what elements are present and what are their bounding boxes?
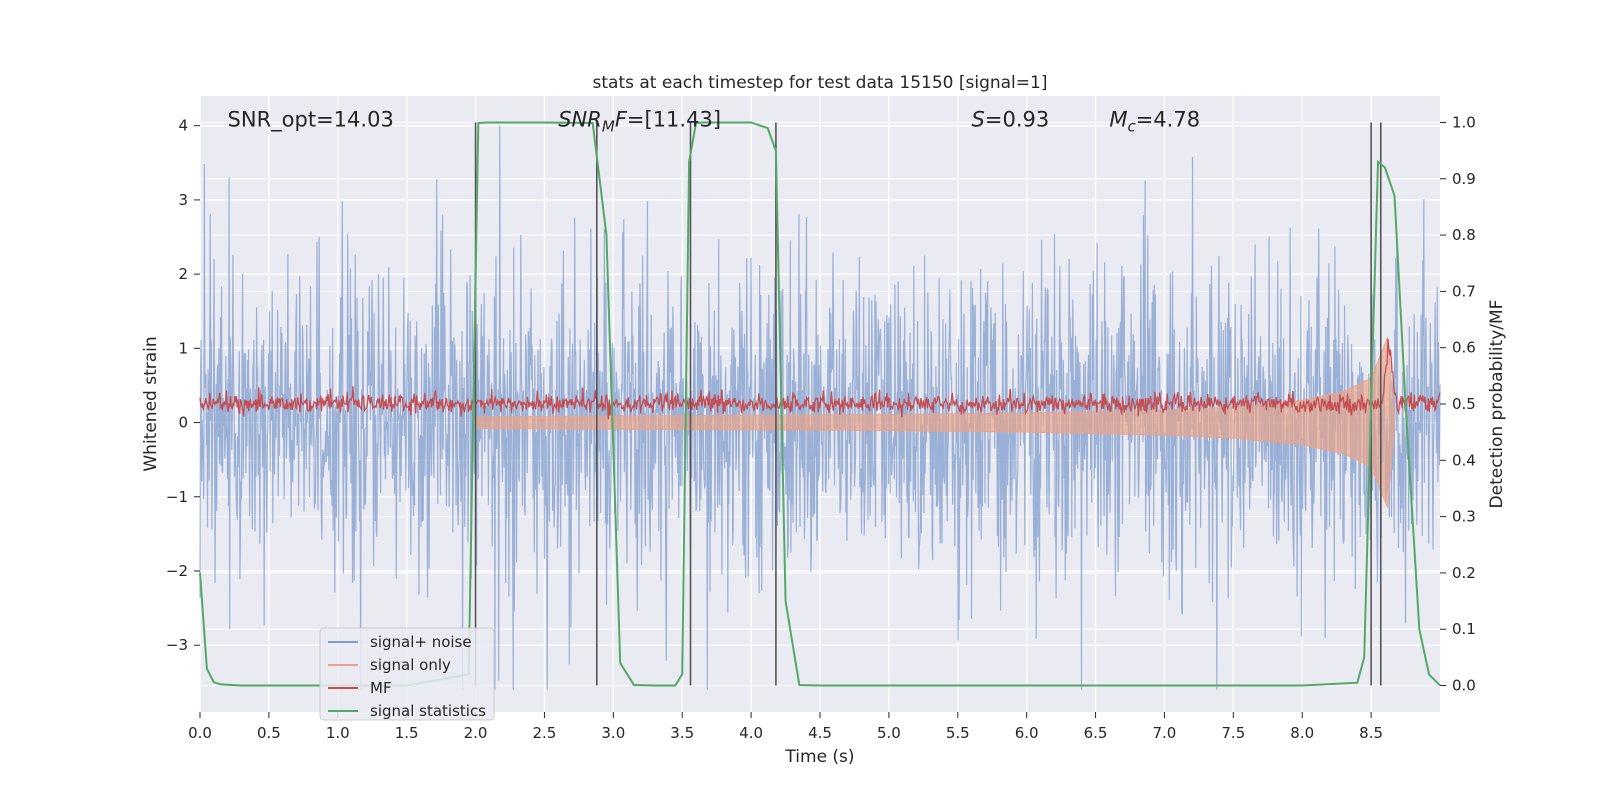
annotation-sub: M <box>602 117 615 135</box>
annotation-tail: =0.93 <box>985 107 1049 131</box>
annotation-main: SNR_opt=14.03 <box>228 107 394 132</box>
y-right-tick-label: 0.4 <box>1452 451 1476 469</box>
x-tick-label: 8.0 <box>1290 724 1314 742</box>
y-right-tick-label: 0.6 <box>1452 339 1476 357</box>
y-left-axis-label: Whitened strain <box>141 336 161 471</box>
annotation: SNRMF=[11.43] <box>558 107 721 135</box>
y-left-tick-label: 4 <box>178 117 188 135</box>
y-right-axis-label: Detection probability/MF <box>1487 300 1507 509</box>
x-axis: 0.0 0.5 1.0 1.5 2.0 2.5 3.0 3.5 4.0 4.5 5.0 5.5 6.0 6… <box>188 712 1383 742</box>
x-tick-label: 0.0 <box>188 724 212 742</box>
annotation-tail: F <box>615 107 628 131</box>
y-right-tick-label: 0.3 <box>1452 508 1476 526</box>
legend-box <box>319 627 495 721</box>
signal-only-band <box>475 337 1395 509</box>
legend: signal+ noise signal only MF signal statist… <box>319 627 495 721</box>
y-left-tick-label: 2 <box>178 265 188 283</box>
x-tick-label: 1.5 <box>395 724 419 742</box>
y-left-tick-label: −2 <box>166 562 188 580</box>
y-left-tick-label: 3 <box>178 191 188 209</box>
x-tick-label: 4.0 <box>739 724 763 742</box>
legend-label: signal only <box>370 656 451 674</box>
y-left-tick-label: 0 <box>178 414 188 432</box>
legend-label: signal+ noise <box>370 633 472 651</box>
annotation: Mc=4.78 <box>1109 107 1200 135</box>
mf-series <box>199 338 1441 420</box>
x-tick-label: 8.5 <box>1359 724 1383 742</box>
y-right-tick-label: 0.0 <box>1452 677 1476 695</box>
x-tick-label: 5.5 <box>946 724 970 742</box>
x-tick-label: 5.0 <box>877 724 901 742</box>
x-tick-label: 3.5 <box>670 724 694 742</box>
x-tick-label: 4.5 <box>808 724 832 742</box>
annotation-tail: =4.78 <box>1136 107 1200 131</box>
annotation-main: M <box>1109 107 1127 131</box>
y-right-tick-label: 1.0 <box>1452 113 1476 131</box>
x-tick-label: 6.5 <box>1084 724 1108 742</box>
signal-only-series <box>475 337 1395 509</box>
signal-noise-series <box>199 125 1441 690</box>
y-left-tick-label: −3 <box>166 636 188 654</box>
x-tick-label: 2.5 <box>533 724 557 742</box>
legend-label: signal statistics <box>370 702 486 720</box>
annotation-tail-rest: =[11.43] <box>627 107 721 131</box>
y-left-tick-label: 1 <box>178 339 188 357</box>
y-right-tick-label: 0.2 <box>1452 564 1476 582</box>
annotation-main: SNR <box>558 107 602 131</box>
y-right-tick-label: 0.7 <box>1452 282 1476 300</box>
x-tick-label: 7.5 <box>1221 724 1245 742</box>
chart-title: stats at each timestep for test data 151… <box>593 73 1048 93</box>
x-tick-label: 0.5 <box>257 724 281 742</box>
x-tick-label: 6.0 <box>1015 724 1039 742</box>
signal-noise-line <box>199 125 1441 690</box>
annotation: S=0.93 <box>972 107 1050 131</box>
x-tick-label: 3.0 <box>601 724 625 742</box>
legend-label: MF <box>370 679 392 697</box>
x-tick-label: 1.0 <box>326 724 350 742</box>
annotation: SNR_opt=14.03 <box>228 107 394 132</box>
y-left-tick-label: −1 <box>166 488 188 506</box>
y-right-tick-label: 0.1 <box>1452 620 1476 638</box>
x-axis-label: Time (s) <box>784 747 854 767</box>
y-left-axis: 4 3 2 1 0 −1 −2 −3 <box>166 117 200 654</box>
y-right-tick-label: 0.8 <box>1452 226 1476 244</box>
y-right-tick-label: 0.9 <box>1452 170 1476 188</box>
annotation-main: S <box>972 107 985 131</box>
annotations: SNR_opt=14.03 SNRMF=[11.43] S=0.93 Mc=4.78 <box>228 107 1201 135</box>
y-right-axis: 1.0 0.9 0.8 0.7 0.6 0.5 0.4 0.3 0.2 0.1 0.0 <box>1440 113 1476 695</box>
y-right-tick-label: 0.5 <box>1452 395 1476 413</box>
annotation-sub: c <box>1127 117 1136 135</box>
x-tick-label: 2.0 <box>464 724 488 742</box>
x-tick-label: 7.0 <box>1153 724 1177 742</box>
mf-line <box>199 338 1441 420</box>
